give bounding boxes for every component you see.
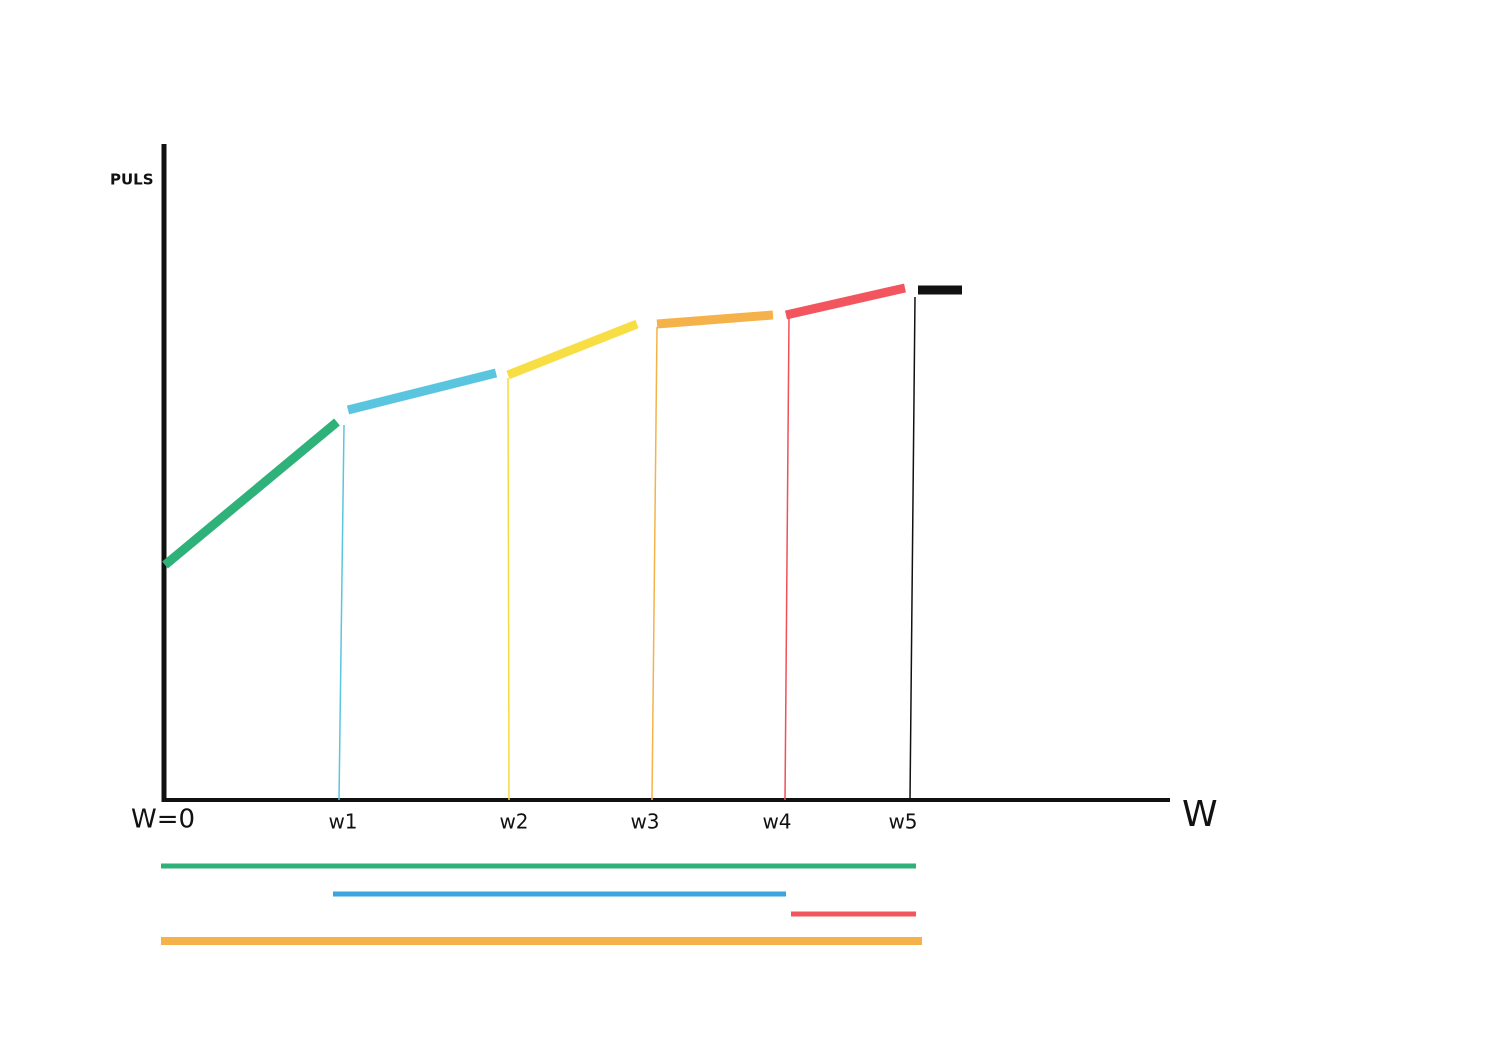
- origin-label: W=0: [131, 805, 195, 835]
- drop-line: [909, 296, 916, 801]
- tick-label: w3: [630, 810, 659, 834]
- y-axis-label: PULS: [110, 171, 154, 189]
- segment: [785, 283, 906, 320]
- tick-label: w5: [888, 810, 917, 834]
- drop-line: [507, 377, 510, 801]
- segment: [346, 368, 498, 415]
- tick-label: w4: [762, 810, 791, 834]
- x-axis-label: W: [1182, 794, 1218, 835]
- tick-label: w2: [499, 810, 528, 834]
- segment: [506, 319, 639, 380]
- drop-line: [784, 317, 790, 801]
- segment: [656, 310, 774, 329]
- segment: [162, 418, 340, 569]
- drop-line: [338, 424, 345, 801]
- drop-line: [651, 326, 658, 801]
- tick-label: w1: [328, 810, 357, 834]
